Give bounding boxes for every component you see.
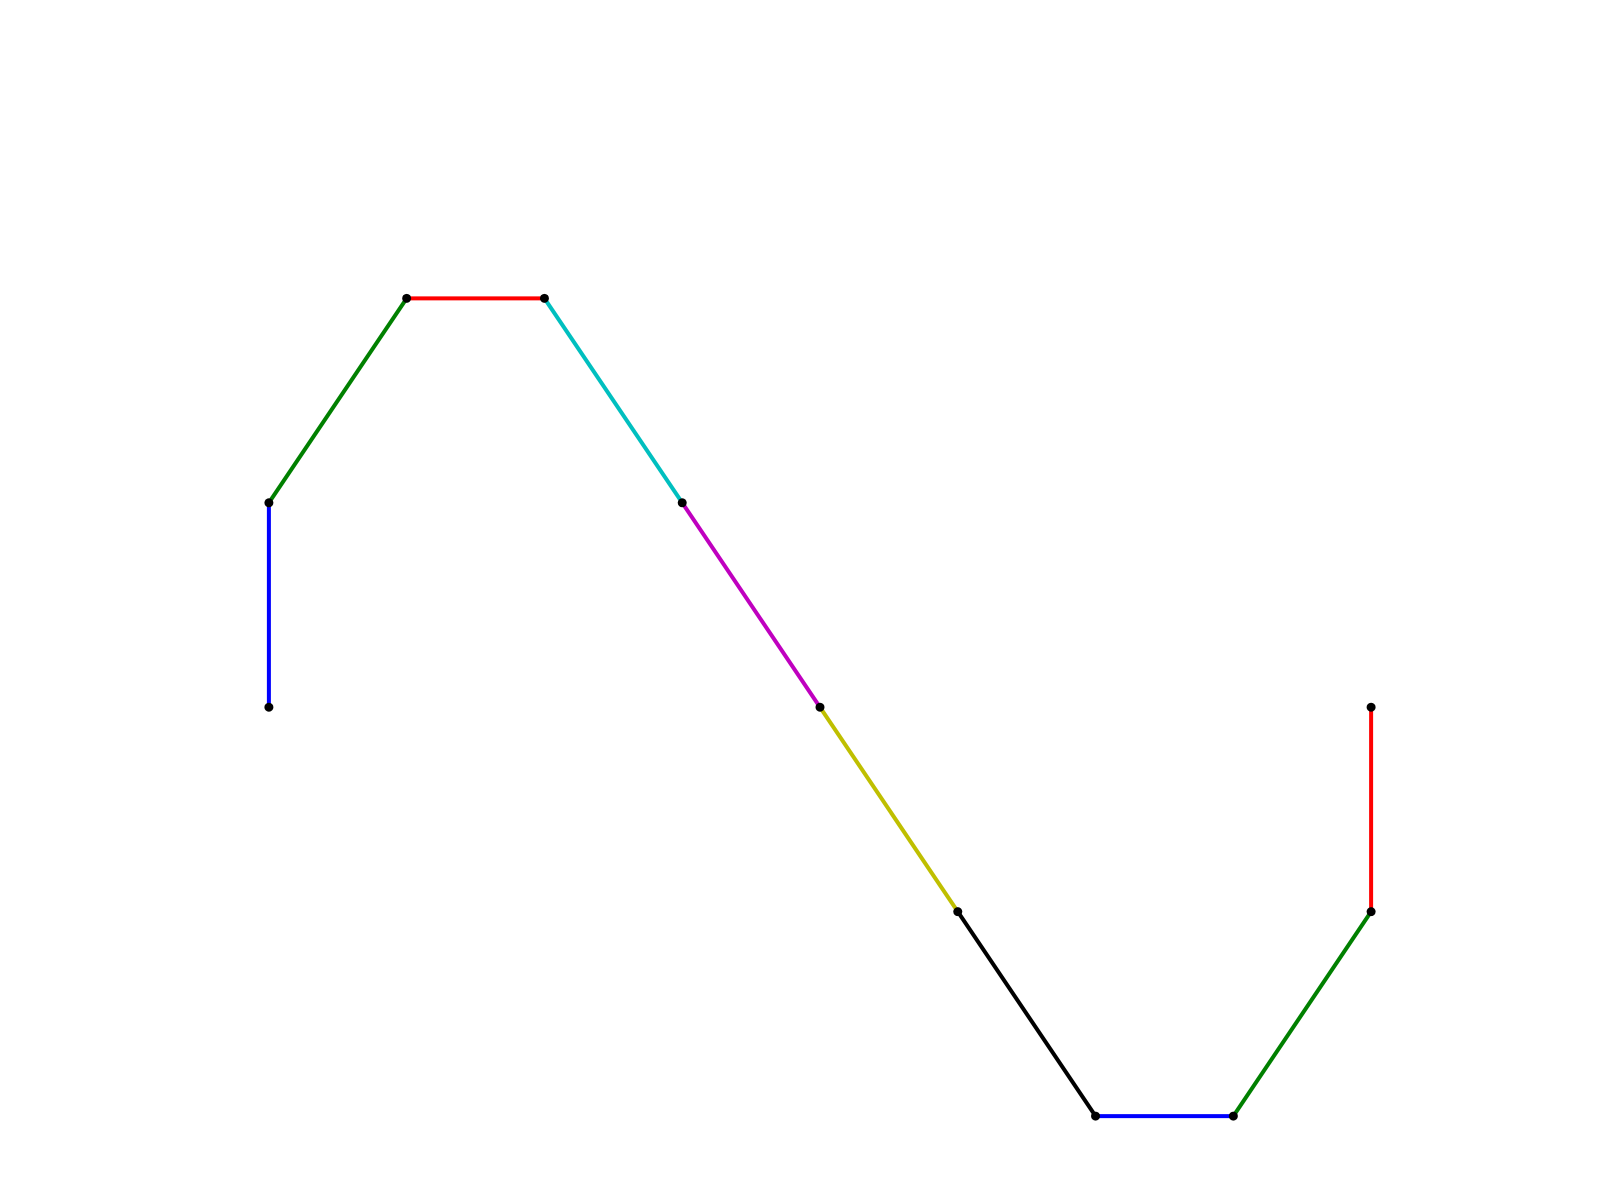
- vertex-point-5: [677, 498, 687, 508]
- vertex-point-11: [1366, 702, 1376, 712]
- segment-5: [680, 501, 822, 709]
- vertex-point-1: [264, 702, 274, 712]
- vertex-point-7: [953, 907, 963, 917]
- vertex-point-4: [539, 293, 549, 303]
- segment-7: [956, 910, 1098, 1118]
- segment-2: [267, 297, 409, 504]
- segment-6: [818, 706, 960, 913]
- vertex-point-3: [402, 293, 412, 303]
- vertex-point-10: [1366, 907, 1376, 917]
- vertex-point-2: [264, 498, 274, 508]
- vertex-markers: [264, 293, 1376, 1121]
- vertex-point-6: [815, 702, 825, 712]
- path-segments: [266, 296, 1374, 1119]
- segment-9: [1231, 910, 1373, 1118]
- segment-4: [542, 297, 684, 504]
- vertex-point-8: [1091, 1111, 1101, 1121]
- vertex-point-9: [1228, 1111, 1238, 1121]
